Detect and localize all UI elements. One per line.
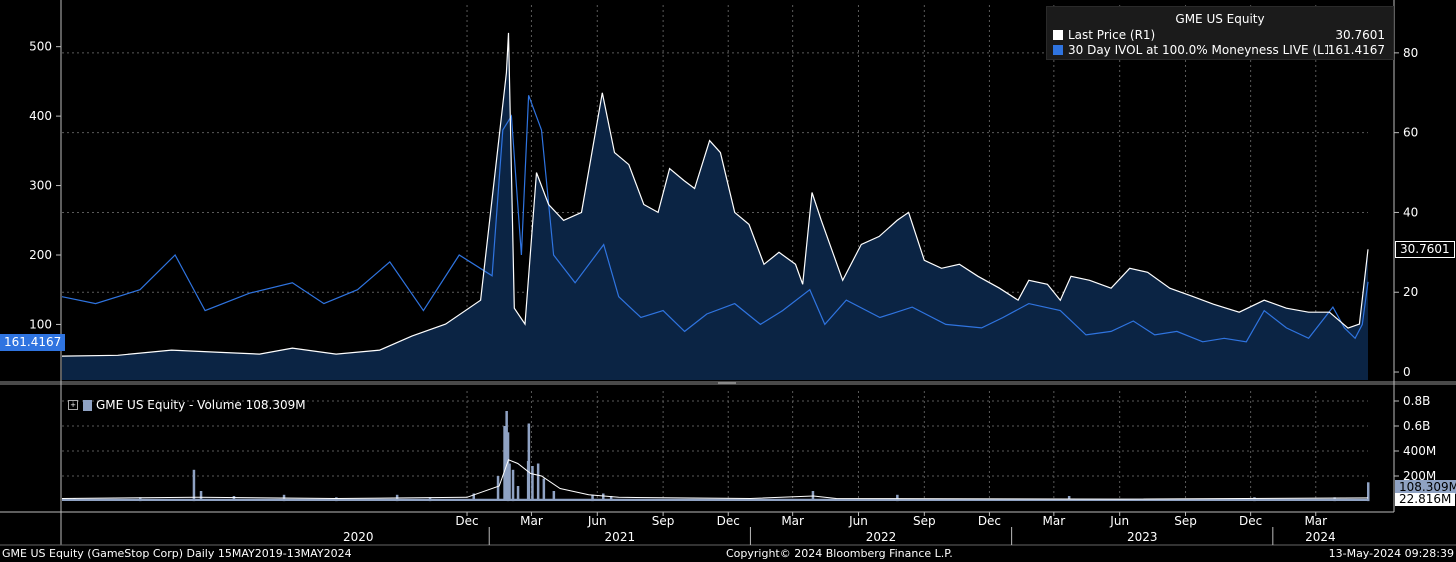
footer-security-info: GME US Equity (GameStop Corp) Daily 15MA…	[2, 547, 352, 560]
white-swatch-icon	[1053, 29, 1063, 40]
x-axis-year-label: 2021	[605, 530, 636, 544]
expand-toggle-icon[interactable]: +	[68, 400, 78, 410]
x-axis-month-label: Jun	[1109, 514, 1129, 528]
volume-bar	[508, 463, 511, 501]
volume-bar	[552, 491, 556, 501]
left-axis-tick-label: 100	[29, 317, 52, 331]
volume-swatch-icon	[83, 399, 92, 411]
volume-bar	[192, 469, 196, 502]
price-last-value-tag: 30.7601	[1395, 241, 1455, 258]
volume-bar	[527, 423, 531, 501]
volume-bar	[506, 432, 510, 502]
left-axis-tick-label: 500	[29, 40, 52, 54]
x-axis-year-label: 2020	[343, 530, 374, 544]
right-axis-tick-label: 20	[1403, 285, 1418, 299]
left-axis-tick-label: 400	[29, 109, 52, 123]
price-area	[62, 32, 1368, 381]
x-axis-month-label: Jun	[587, 514, 607, 528]
volume-bar	[73, 498, 76, 501]
x-axis-month-label: Dec	[1239, 514, 1262, 528]
volume-bar	[232, 496, 236, 501]
ivol-last-value-tag: 161.4167	[0, 334, 66, 351]
legend-item-last-price[interactable]: Last Price (R1) 30.7601	[1053, 27, 1385, 42]
volume-bar	[1191, 498, 1194, 501]
volume-bar	[472, 493, 475, 501]
volume-bar	[503, 426, 506, 501]
volume-bar	[591, 494, 594, 502]
left-axis-tick-label: 300	[29, 179, 52, 193]
volume-bar	[335, 497, 338, 502]
volume-bar	[609, 496, 613, 501]
x-axis-month-label: Sep	[652, 514, 675, 528]
volume-bar	[1367, 482, 1370, 502]
volume-axis-tick-label: 200M	[1403, 469, 1436, 483]
x-axis-month-label: Mar	[520, 514, 543, 528]
legend-title: GME US Equity	[1175, 12, 1265, 26]
price-ivol-plot	[61, 32, 1369, 381]
volume-bar	[531, 466, 534, 501]
x-axis-month-label: Dec	[455, 514, 478, 528]
right-axis-tick-label: 0	[1403, 365, 1411, 379]
volume-axis-tick-label: 0.8B	[1403, 394, 1430, 408]
footer-copyright: Copyright© 2024 Bloomberg Finance L.P.	[726, 547, 953, 560]
volume-bar	[1253, 497, 1256, 502]
left-axis-tick-label: 200	[29, 248, 52, 262]
volume-ma-value-tag: 22.816M	[1395, 493, 1456, 506]
x-axis-month-label: Dec	[978, 514, 1001, 528]
right-axis-tick-label: 40	[1403, 205, 1418, 219]
volume-plot	[61, 411, 1370, 502]
x-axis-month-label: Mar	[1043, 514, 1066, 528]
volume-bar	[896, 494, 899, 502]
price-series-line	[61, 32, 1369, 357]
x-axis-year-label: 2022	[866, 530, 897, 544]
legend-item-label: 30 Day IVOL at 100.0% Moneyness LIVE (L1…	[1068, 42, 1328, 57]
blue-swatch-icon	[1053, 44, 1063, 55]
legend-item-value: 30.7601	[1335, 27, 1385, 42]
volume-legend-label: GME US Equity - Volume 108.309M	[96, 398, 306, 412]
volume-last-value-tag: 108.309M	[1395, 480, 1456, 494]
legend-item-value: 161.4167	[1327, 42, 1385, 57]
chart-legend[interactable]: GME US Equity Last Price (R1) 30.7601 30…	[1046, 6, 1394, 60]
x-axis-month-label: Jun	[848, 514, 868, 528]
volume-axis-tick-label: 0.6B	[1403, 419, 1430, 433]
x-axis-year-label: 2023	[1127, 530, 1158, 544]
legend-item-label: Last Price (R1)	[1068, 27, 1156, 42]
ivol-series-line	[61, 95, 1369, 343]
right-axis-tick-label: 80	[1403, 46, 1418, 60]
x-axis-month-label: Mar	[781, 514, 804, 528]
volume-bar	[602, 493, 605, 501]
volume-bar	[496, 476, 500, 501]
volume-bar	[199, 491, 203, 501]
volume-bar	[139, 497, 142, 502]
volume-bar	[1333, 497, 1336, 502]
volume-bar	[428, 497, 432, 502]
volume-bar	[542, 478, 546, 501]
axes: 100 200 300 400 500 0 20 40 60 80 200M 400M 0.6B 0.8B…	[0, 0, 1456, 546]
x-axis-month-label: Mar	[1304, 514, 1327, 528]
volume-baseline-bars	[62, 498, 1368, 501]
volume-bar	[1013, 498, 1016, 501]
x-axis-month-label: Sep	[913, 514, 936, 528]
legend-item-ivol[interactable]: 30 Day IVOL at 100.0% Moneyness LIVE (L1…	[1053, 42, 1385, 57]
volume-bar	[505, 411, 508, 501]
right-axis-tick-label: 60	[1403, 126, 1418, 140]
volume-legend[interactable]: + GME US Equity - Volume 108.309M	[68, 398, 306, 412]
volume-bar	[511, 469, 515, 502]
grid-lines	[0, 5, 1456, 501]
footer-timestamp: 13-May-2024 09:28:39	[1328, 547, 1454, 560]
volume-bar	[516, 486, 520, 501]
volume-bar	[536, 463, 540, 501]
x-axis-year-label: 2024	[1305, 530, 1336, 544]
volume-moving-average-line	[61, 459, 1369, 500]
volume-axis-tick-label: 400M	[1403, 444, 1436, 458]
x-axis-month-label: Dec	[717, 514, 740, 528]
panel-resize-handle	[718, 382, 736, 384]
x-axis-month-label: Sep	[1174, 514, 1197, 528]
